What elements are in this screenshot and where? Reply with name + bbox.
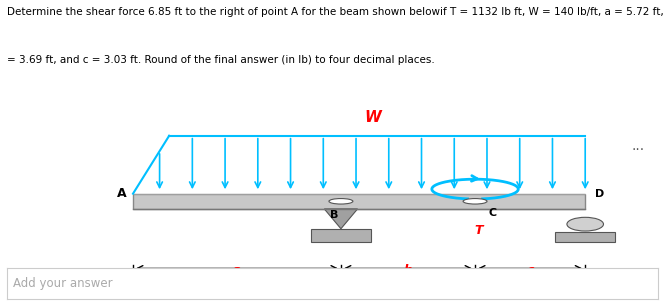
FancyBboxPatch shape: [311, 229, 371, 242]
FancyBboxPatch shape: [133, 194, 585, 209]
Text: = 3.69 ft, and c = 3.03 ft. Round of the final answer (in lb) to four decimal pl: = 3.69 ft, and c = 3.03 ft. Round of the…: [7, 55, 434, 65]
Text: B: B: [330, 210, 338, 221]
Circle shape: [329, 199, 353, 204]
Text: c: c: [527, 264, 534, 278]
Text: a: a: [233, 264, 241, 278]
Polygon shape: [325, 209, 358, 229]
Text: D: D: [595, 189, 604, 199]
Ellipse shape: [567, 217, 604, 231]
Text: T: T: [474, 224, 483, 237]
Text: ...: ...: [632, 139, 645, 153]
Text: A: A: [117, 187, 126, 200]
FancyBboxPatch shape: [555, 232, 615, 242]
Text: Add your answer: Add your answer: [13, 277, 113, 290]
Circle shape: [463, 199, 487, 204]
Text: W: W: [364, 110, 381, 125]
Text: Determine the shear force 6.85 ft to the right of point A for the beam shown bel: Determine the shear force 6.85 ft to the…: [7, 7, 665, 17]
Text: C: C: [488, 208, 497, 218]
Text: b: b: [404, 264, 412, 278]
